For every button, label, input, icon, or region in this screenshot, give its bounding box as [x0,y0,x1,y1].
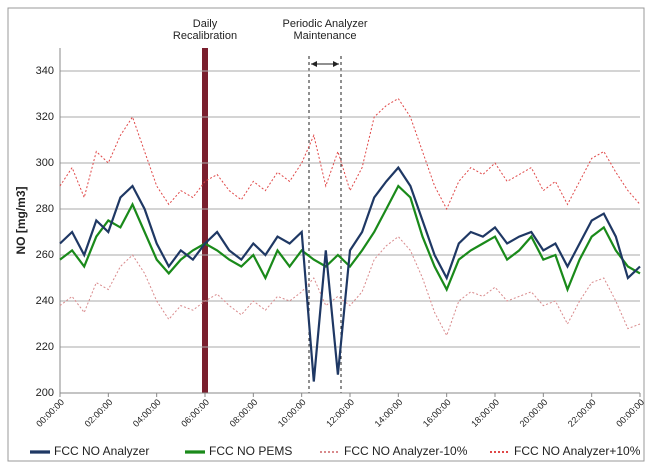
recalibration-bar [202,48,208,393]
y-tick-label: 340 [36,65,54,77]
y-tick-label: 280 [36,203,54,215]
y-tick-label: 320 [36,111,54,123]
arrow-heads [311,61,339,67]
legend-label: FCC NO Analyzer-10% [344,444,468,458]
y-axis-label: NO [mg/m3] [14,186,28,254]
annotation: Daily [193,18,218,30]
y-tick-label: 240 [36,295,54,307]
legend-label: FCC NO Analyzer+10% [514,444,641,458]
annotation: Periodic Analyzer [283,18,368,30]
legend-label: FCC NO PEMS [209,444,292,458]
annotation: Maintenance [294,30,357,42]
series-line [59,165,641,382]
y-tick-label: 220 [36,341,54,353]
y-tick-label: 300 [36,157,54,169]
legend-label: FCC NO Analyzer [54,444,149,458]
series-line [59,184,641,293]
annotation: Recalibration [173,30,237,42]
frame [7,7,645,462]
y-tick-label: 260 [36,249,54,261]
y-tick-label: 200 [36,387,54,399]
series-line [59,235,641,337]
